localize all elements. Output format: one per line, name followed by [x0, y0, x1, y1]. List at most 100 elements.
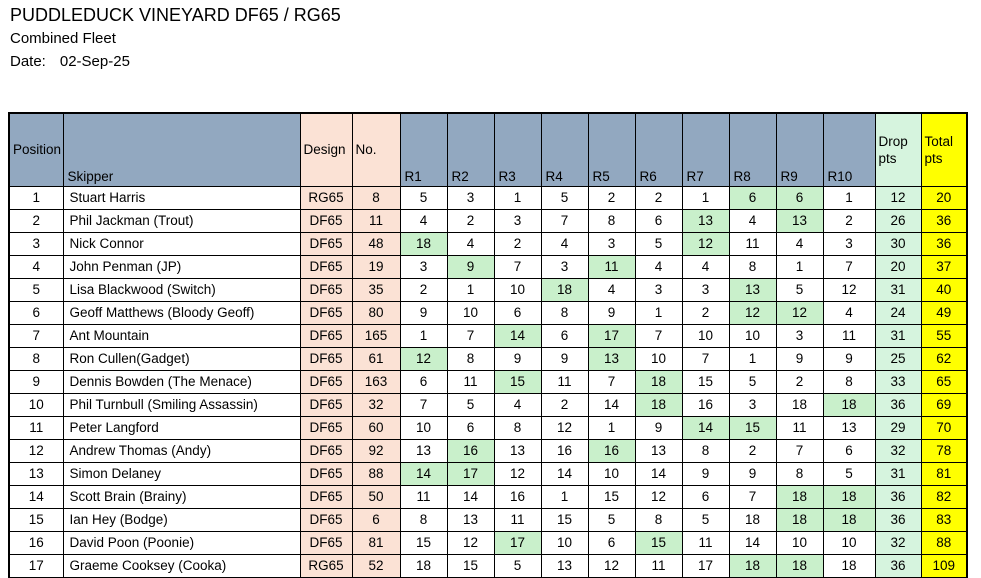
race-score-cell: 12	[446, 530, 495, 555]
race-score-cell: 5	[634, 231, 683, 256]
race-score-cell: 15	[728, 415, 777, 440]
drop-points-cell: 29	[874, 415, 922, 440]
race-score-cell: 3	[634, 277, 683, 302]
skipper-cell: David Poon (Poonie)	[62, 530, 301, 555]
race-score-cell: 4	[446, 231, 495, 256]
race-score-cell: 6	[399, 369, 448, 394]
race-score-cell: 7	[775, 438, 824, 463]
race-score-cell: 12	[681, 231, 730, 256]
drop-points-cell: 36	[874, 553, 922, 578]
fleet-subtitle: Combined Fleet	[10, 30, 116, 47]
table-row: 1 Stuart Harris RG65 8 5 3 1 5 2 2 1 6 6 1 12 20	[8, 185, 968, 210]
race-score-cell: 10	[446, 300, 495, 325]
race-score-cell: 15	[681, 369, 730, 394]
race-score-cell: 6	[493, 300, 542, 325]
race-score-cell: 1	[493, 185, 542, 210]
skipper-cell: Dennis Bowden (The Menace)	[62, 369, 301, 394]
race-score-cell: 8	[728, 254, 777, 279]
race-score-cell: 5	[728, 369, 777, 394]
total-points-cell: 49	[920, 300, 968, 325]
race-score-cell: 13	[493, 438, 542, 463]
race-score-cell: 9	[634, 415, 683, 440]
race-score-cell: 5	[540, 185, 589, 210]
position-cell: 13	[8, 461, 64, 486]
race-score-cell: 9	[822, 346, 876, 371]
race-score-cell: 18	[775, 392, 824, 417]
race-score-cell: 1	[446, 277, 495, 302]
race-score-cell: 13	[681, 208, 730, 233]
sail-number-cell: 50	[351, 484, 401, 509]
table-row: 13 Simon Delaney DF65 88 14 17 12 14 10 14 9 9 8 5 31 8…	[8, 461, 968, 486]
skipper-cell: Andrew Thomas (Andy)	[62, 438, 301, 463]
race-score-cell: 13	[587, 346, 636, 371]
race-score-cell: 9	[446, 254, 495, 279]
col-header-race: R9	[775, 112, 824, 187]
race-score-cell: 3	[399, 254, 448, 279]
race-score-cell: 2	[399, 277, 448, 302]
design-cell: DF65	[299, 277, 353, 302]
race-score-cell: 17	[493, 530, 542, 555]
race-score-cell: 2	[587, 185, 636, 210]
drop-points-cell: 36	[874, 392, 922, 417]
total-points-cell: 36	[920, 208, 968, 233]
col-header-race: R8	[728, 112, 777, 187]
skipper-cell: Ian Hey (Bodge)	[62, 507, 301, 532]
race-score-cell: 3	[728, 392, 777, 417]
col-header-race: R10	[822, 112, 876, 187]
race-score-cell: 8	[446, 346, 495, 371]
race-score-cell: 3	[587, 231, 636, 256]
race-score-cell: 18	[822, 553, 876, 578]
results-table: Position Skipper Design No. R1 R2 R3 R4 …	[8, 112, 968, 578]
drop-points-cell: 12	[874, 185, 922, 210]
race-score-cell: 7	[728, 484, 777, 509]
table-row: 7 Ant Mountain DF65 165 1 7 14 6 17 7 10 10 3 11 31 55	[8, 323, 968, 348]
race-score-cell: 10	[681, 323, 730, 348]
race-score-cell: 1	[728, 346, 777, 371]
col-header-race: R6	[634, 112, 683, 187]
position-cell: 6	[8, 300, 64, 325]
race-score-cell: 14	[493, 323, 542, 348]
total-points-cell: 70	[920, 415, 968, 440]
race-score-cell: 10	[822, 530, 876, 555]
race-score-cell: 11	[540, 369, 589, 394]
skipper-cell: Peter Langford	[62, 415, 301, 440]
race-score-cell: 10	[728, 323, 777, 348]
race-score-cell: 7	[446, 323, 495, 348]
race-score-cell: 14	[587, 392, 636, 417]
race-score-cell: 18	[822, 507, 876, 532]
race-score-cell: 6	[446, 415, 495, 440]
table-row: 3 Nick Connor DF65 48 18 4 2 4 3 5 12 11 4 3 30 36	[8, 231, 968, 256]
position-cell: 4	[8, 254, 64, 279]
race-score-cell: 18	[728, 553, 777, 578]
drop-points-cell: 25	[874, 346, 922, 371]
race-score-cell: 9	[493, 346, 542, 371]
race-score-cell: 10	[493, 277, 542, 302]
race-score-cell: 18	[634, 369, 683, 394]
race-score-cell: 15	[493, 369, 542, 394]
total-points-cell: 83	[920, 507, 968, 532]
race-score-cell: 4	[587, 277, 636, 302]
race-score-cell: 11	[775, 415, 824, 440]
race-score-cell: 6	[540, 323, 589, 348]
race-score-cell: 1	[681, 185, 730, 210]
total-points-cell: 65	[920, 369, 968, 394]
sail-number-cell: 48	[351, 231, 401, 256]
drop-points-cell: 30	[874, 231, 922, 256]
design-cell: RG65	[299, 553, 353, 578]
skipper-cell: Lisa Blackwood (Switch)	[62, 277, 301, 302]
race-score-cell: 11	[399, 484, 448, 509]
sail-number-cell: 8	[351, 185, 401, 210]
race-score-cell: 18	[775, 553, 824, 578]
race-score-cell: 18	[775, 507, 824, 532]
race-score-cell: 18	[822, 392, 876, 417]
race-score-cell: 2	[822, 208, 876, 233]
skipper-cell: John Penman (JP)	[62, 254, 301, 279]
race-score-cell: 6	[681, 484, 730, 509]
race-score-cell: 5	[681, 507, 730, 532]
race-score-cell: 6	[728, 185, 777, 210]
table-row: 6 Geoff Matthews (Bloody Geoff) DF65 80 9 10 6…	[8, 300, 968, 325]
race-score-cell: 1	[587, 415, 636, 440]
race-score-cell: 8	[493, 415, 542, 440]
race-score-cell: 10	[587, 461, 636, 486]
